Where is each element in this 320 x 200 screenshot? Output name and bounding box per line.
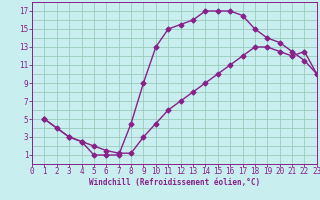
X-axis label: Windchill (Refroidissement éolien,°C): Windchill (Refroidissement éolien,°C) xyxy=(89,178,260,187)
